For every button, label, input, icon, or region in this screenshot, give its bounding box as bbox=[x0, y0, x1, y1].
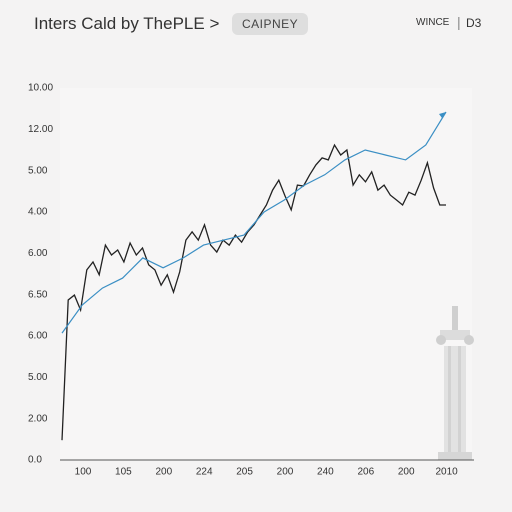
x-tick-label: 240 bbox=[317, 467, 334, 478]
x-tick-label: 200 bbox=[398, 467, 415, 478]
x-tick-label: 200 bbox=[155, 467, 172, 478]
company-button[interactable]: CAIPNEY bbox=[232, 13, 309, 35]
x-tick-label: 2010 bbox=[435, 467, 458, 478]
separator: | bbox=[457, 14, 461, 30]
arrow-head bbox=[439, 111, 446, 118]
x-tick-label: 205 bbox=[236, 467, 253, 478]
y-tick-label: 6.50 bbox=[28, 289, 48, 300]
y-tick-label: 6.00 bbox=[28, 331, 48, 342]
chart-title: Inters Cald by ThePLE > bbox=[34, 14, 220, 33]
x-tick-label: 100 bbox=[75, 467, 92, 478]
data-line bbox=[61, 111, 447, 334]
x-tick-label: 224 bbox=[196, 467, 213, 478]
y-tick-label: 5.00 bbox=[28, 165, 48, 176]
y-tick-label: 4.00 bbox=[28, 207, 48, 218]
plot-area bbox=[60, 88, 472, 460]
data-line bbox=[61, 143, 446, 441]
menu-label[interactable]: WINCE bbox=[416, 17, 450, 28]
y-tick-label: 10.00 bbox=[28, 83, 53, 94]
y-tick-label: 0.0 bbox=[28, 455, 42, 466]
menu-icon[interactable]: D3 bbox=[466, 16, 482, 30]
y-tick-label: 12.00 bbox=[28, 124, 53, 135]
y-tick-label: 6.00 bbox=[28, 248, 48, 259]
y-tick-label: 5.00 bbox=[28, 372, 48, 383]
x-tick-label: 105 bbox=[115, 467, 132, 478]
y-tick-label: 2.00 bbox=[28, 413, 48, 424]
x-tick-label: 200 bbox=[277, 467, 294, 478]
column-decoration bbox=[436, 306, 474, 460]
x-tick-label: 206 bbox=[357, 467, 374, 478]
